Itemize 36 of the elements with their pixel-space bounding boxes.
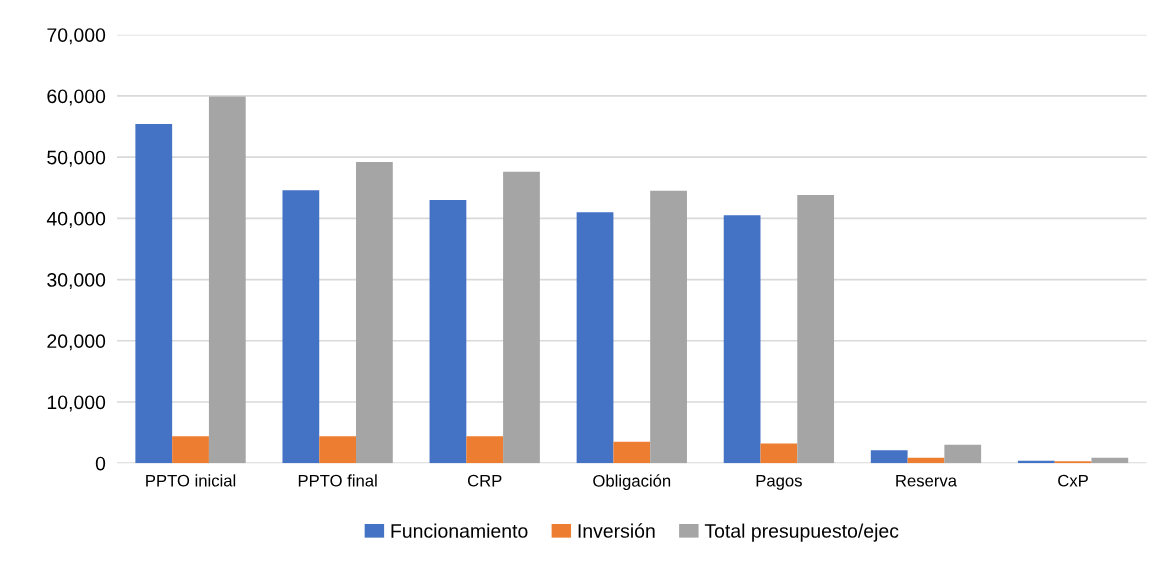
bar [319,436,357,464]
x-tick-label: Obligación [593,474,671,491]
bar [650,190,687,464]
bar [135,124,173,464]
bar [944,444,982,464]
bar [870,450,908,464]
y-tick-label: 60,000 [47,89,106,106]
y-tick-label: 50,000 [47,150,106,167]
bar [356,162,393,464]
y-tick-label: 0 [95,456,106,471]
bar [282,190,320,464]
x-tick-label: PPTO inicial [146,474,236,487]
y-tick-label: 40,000 [46,211,106,228]
legend-label: Inversión [578,523,655,538]
bar [760,443,798,464]
bar [503,171,540,464]
bar [208,96,246,464]
y-tick-label: 20,000 [47,334,106,351]
x-tick-label: Pagos [756,474,802,490]
bar [797,195,835,464]
bar [172,436,209,464]
bar [576,212,614,464]
legend-label: Total presupuesto/ejec [704,523,899,542]
y-tick-label: 70,000 [47,28,106,45]
y-tick-label: 10,000 [47,395,106,412]
bar [1091,457,1129,464]
legend-label: Funcionamiento [391,523,528,538]
y-tick-label: 30,000 [47,273,106,290]
x-tick-label: PPTO final [298,474,377,487]
bar [723,215,761,464]
x-tick-label: CRP [467,474,502,487]
bar [429,200,467,464]
bar [466,436,504,464]
x-tick-label: Reserva [896,474,957,487]
x-tick-label: CxP [1058,474,1088,487]
bar [613,441,651,464]
